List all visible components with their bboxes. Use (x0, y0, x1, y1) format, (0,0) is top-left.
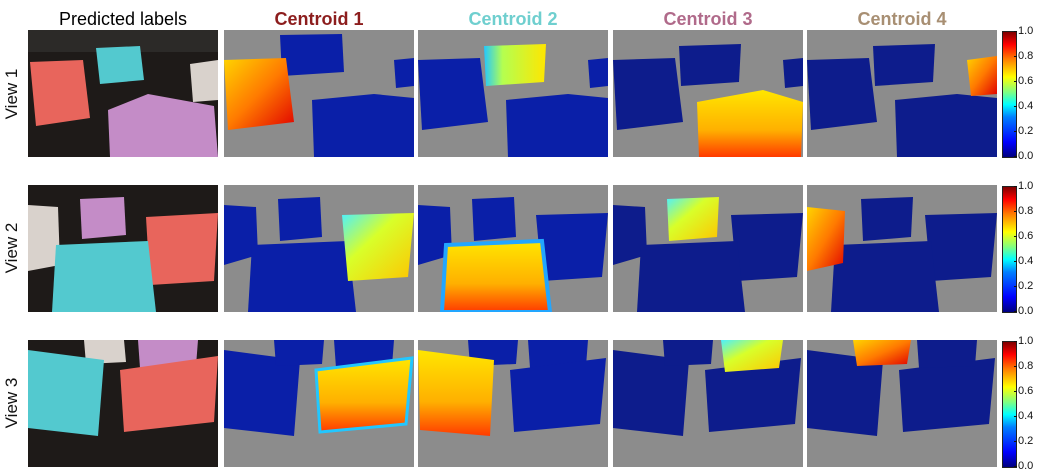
colorbar-3-tick: 0.4 (1013, 410, 1034, 422)
heatmap-view-2-centroid-3 (613, 185, 803, 312)
heatmap-view-1-centroid-4 (807, 30, 997, 157)
colorbar-1-tick: 0.4 (1013, 100, 1034, 112)
colorbar-2-tick: 0.0 (1013, 305, 1034, 317)
heatmap-view-3-centroid-4 (807, 340, 997, 467)
colorbar-2-tick: 0.6 (1013, 230, 1034, 242)
colorbar-1-tick: 0.6 (1013, 75, 1034, 87)
column-title-predicted: Predicted labels (58, 9, 188, 29)
colorbar-2-tick: 0.4 (1013, 255, 1034, 267)
row-label-view-1: View 1 (2, 68, 21, 120)
colorbar-2-tick: 0.2 (1013, 280, 1034, 292)
colorbar-1-tick: 0.2 (1013, 125, 1034, 137)
colorbar-view-2 (1002, 186, 1017, 313)
colorbar-3-tick: 0.0 (1013, 460, 1034, 472)
colorbar-1-tick: 1.0 (1013, 25, 1034, 37)
photo-view-1 (28, 30, 218, 157)
heatmap-view-1-centroid-2 (418, 30, 608, 157)
heatmap-view-1-centroid-1 (224, 30, 414, 157)
photo-view-2 (28, 185, 218, 312)
colorbar-1-tick: 0.8 (1013, 50, 1034, 62)
column-title-centroid-4: Centroid 4 (857, 9, 947, 29)
colorbar-3-tick: 0.2 (1013, 435, 1034, 447)
heatmap-view-3-centroid-1 (224, 340, 414, 467)
colorbar-3-tick: 0.8 (1013, 360, 1034, 372)
colorbar-view-3 (1002, 341, 1017, 468)
colorbar-2-tick: 0.8 (1013, 205, 1034, 217)
heatmap-view-3-centroid-2 (418, 340, 608, 467)
column-title-centroid-2: Centroid 2 (468, 9, 558, 29)
colorbar-2-tick: 1.0 (1013, 180, 1034, 192)
row-label-view-3: View 3 (2, 377, 21, 429)
column-title-centroid-3: Centroid 3 (663, 9, 753, 29)
heatmap-view-2-centroid-2 (418, 185, 608, 312)
heatmap-view-2-centroid-1 (224, 185, 414, 312)
colorbar-3-tick: 1.0 (1013, 335, 1034, 347)
heatmap-view-1-centroid-3 (613, 30, 803, 157)
colorbar-1-tick: 0.0 (1013, 150, 1034, 162)
photo-view-3 (28, 340, 218, 467)
heatmap-view-3-centroid-3 (613, 340, 803, 467)
heatmap-view-2-centroid-4 (807, 185, 997, 312)
column-title-centroid-1: Centroid 1 (274, 9, 364, 29)
colorbar-3-tick: 0.6 (1013, 385, 1034, 397)
colorbar-view-1 (1002, 31, 1017, 158)
row-label-view-2: View 2 (2, 222, 21, 274)
